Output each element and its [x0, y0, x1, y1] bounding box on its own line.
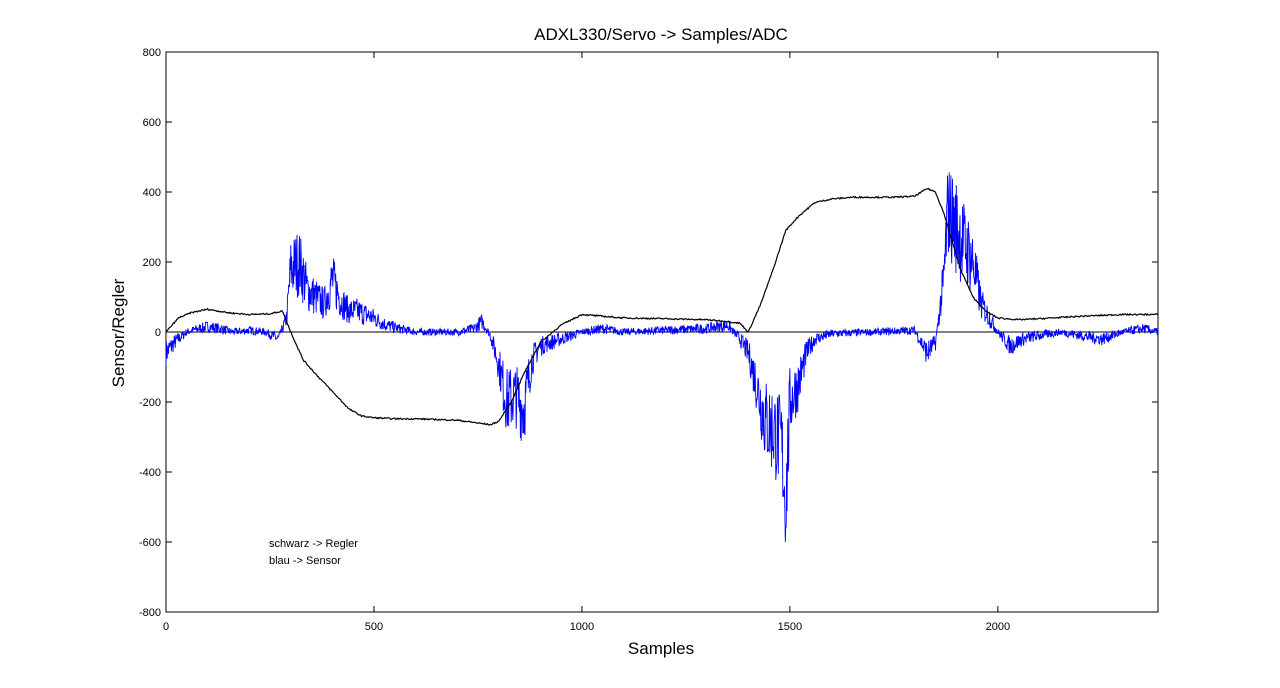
axis-ticks: 0 500 1000 1500 2000 -800 -600 -400 -200 0 200 400 6… — [139, 47, 1158, 633]
series-layer — [165, 172, 1159, 542]
x-tick-label: 500 — [365, 621, 383, 633]
y-tick-label: -800 — [139, 607, 161, 619]
chart-title: ADXL330/Servo -> Samples/ADC — [534, 25, 788, 44]
x-tick-label: 1500 — [778, 621, 802, 633]
x-tick-label: 1000 — [570, 621, 594, 633]
annotations: schwarz -> Regler blau -> Sensor — [269, 538, 358, 567]
x-axis-label: Samples — [628, 639, 694, 658]
x-tick-label: 2000 — [986, 621, 1010, 633]
annotation-1: blau -> Sensor — [269, 555, 341, 567]
series-sensor-line — [165, 172, 1159, 542]
y-axis-label: Sensor/Regler — [109, 278, 128, 387]
y-tick-label: 800 — [143, 47, 161, 59]
series-regler-line — [165, 187, 1159, 426]
y-tick-label: -600 — [139, 537, 161, 549]
y-tick-label: -200 — [139, 397, 161, 409]
y-tick-label: 400 — [143, 187, 161, 199]
y-tick-label: 600 — [143, 117, 161, 129]
y-tick-label: 0 — [155, 327, 161, 339]
x-tick-label: 0 — [163, 621, 169, 633]
annotation-0: schwarz -> Regler — [269, 538, 358, 550]
y-tick-label: 200 — [143, 257, 161, 269]
y-tick-label: -400 — [139, 467, 161, 479]
